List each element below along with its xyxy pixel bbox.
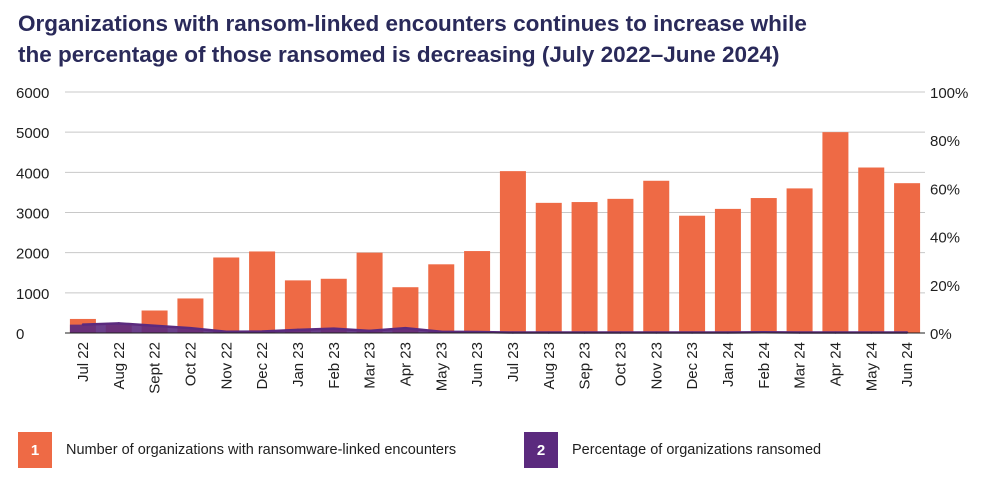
x-tick-label: Apr 24 <box>827 342 844 386</box>
bar <box>571 202 598 333</box>
bar <box>750 198 777 333</box>
y-right-tick-label: 100% <box>930 85 968 102</box>
bar-series <box>69 132 921 333</box>
x-tick-label: Aug 22 <box>111 342 128 390</box>
x-tick-label: Sep 23 <box>577 342 594 390</box>
percentage-point <box>440 330 443 333</box>
percentage-area <box>69 323 921 333</box>
y-right-tick-label: 80% <box>930 133 960 150</box>
x-tick-label: Jun 24 <box>899 342 916 387</box>
bar <box>607 198 634 333</box>
x-tick-label: Mar 23 <box>362 342 379 389</box>
bar <box>714 208 741 333</box>
percentage-point <box>296 328 300 332</box>
x-tick-label: Aug 23 <box>541 342 558 390</box>
legend-item-1: 1 Number of organizations with ransomwar… <box>18 432 456 468</box>
y-left-tick-label: 1000 <box>16 286 49 303</box>
percentage-point <box>153 324 156 327</box>
x-tick-label: Feb 24 <box>756 342 773 389</box>
x-tick-label: Apr 23 <box>397 342 414 386</box>
bar <box>822 132 849 333</box>
y-right-tick-label: 20% <box>930 278 960 295</box>
chart-title-line-2: the percentage of those ransomed is decr… <box>18 42 780 67</box>
percentage-point <box>368 329 371 333</box>
percentage-point <box>189 326 192 330</box>
x-tick-label: Oct 22 <box>182 342 199 386</box>
percentage-point <box>404 326 407 330</box>
y-left-tick-label: 5000 <box>16 125 49 142</box>
legend-badge-1: 1 <box>18 432 52 468</box>
legend-item-2: 2 Percentage of organizations ransomed <box>524 432 821 468</box>
gridlines <box>65 91 925 294</box>
x-tick-label: Feb 23 <box>326 342 343 389</box>
x-tick-label: Jun 23 <box>469 342 486 387</box>
y-left-tick-label: 6000 <box>16 85 49 102</box>
bar <box>894 183 921 333</box>
bar <box>249 251 276 333</box>
bar <box>213 257 240 333</box>
x-tick-label: Nov 23 <box>648 342 665 390</box>
x-tick-label: Dec 23 <box>684 342 701 390</box>
y-left-tick-label: 2000 <box>16 246 49 263</box>
y-left-tick-label: 3000 <box>16 206 49 223</box>
y-left-tick-label: 4000 <box>16 165 49 182</box>
bar <box>535 202 562 333</box>
legend-label-2: Percentage of organizations ransomed <box>572 442 822 458</box>
percentage-line <box>82 322 908 334</box>
y-left-tick-label: 0 <box>16 326 24 343</box>
chart-title: Organizations with ransom-linked encount… <box>18 8 978 70</box>
x-tick-label: Nov 22 <box>218 342 235 390</box>
y-right-tick-label: 60% <box>930 181 960 198</box>
chart-title-line-1: Organizations with ransom-linked encount… <box>18 11 807 36</box>
x-tick-label: Sept 22 <box>147 342 164 394</box>
percentage-point <box>81 323 85 326</box>
x-tick-label: Jan 24 <box>720 342 737 387</box>
y-right-tick-label: 0% <box>930 326 952 343</box>
percentage-point <box>332 327 335 330</box>
percentage-point <box>260 330 264 333</box>
y-right-tick-label: 40% <box>930 230 960 247</box>
bar <box>786 188 813 333</box>
x-tick-label: May 23 <box>433 342 450 391</box>
bar <box>643 180 670 333</box>
percentage-point <box>117 322 120 325</box>
x-tick-label: Jul 22 <box>75 342 92 382</box>
x-tick-label: Mar 24 <box>792 342 809 389</box>
x-tick-label: Jan 23 <box>290 342 307 387</box>
bar <box>679 215 706 333</box>
bar <box>499 171 526 333</box>
bar <box>464 251 491 333</box>
bar <box>428 264 455 333</box>
x-tick-label: Dec 22 <box>254 342 271 390</box>
bar <box>320 278 347 333</box>
percentage-point <box>225 330 228 333</box>
bar <box>356 252 383 333</box>
bar <box>392 287 419 333</box>
legend-label-1: Number of organizations with ransomware-… <box>66 442 457 458</box>
legend-badge-2: 2 <box>524 432 558 468</box>
bar <box>858 167 885 333</box>
x-tick-label: May 24 <box>863 342 880 391</box>
x-tick-label: Jul 23 <box>505 342 522 382</box>
chart: 0 1000 2000 3000 4000 5000 6000 0% 20% 40% 60% 80% 1… <box>16 85 968 394</box>
x-tick-label: Oct 23 <box>612 342 629 386</box>
axes: 0 1000 2000 3000 4000 5000 6000 0% 20% 40% 60% 80% 1… <box>16 85 968 394</box>
bar <box>284 280 311 333</box>
